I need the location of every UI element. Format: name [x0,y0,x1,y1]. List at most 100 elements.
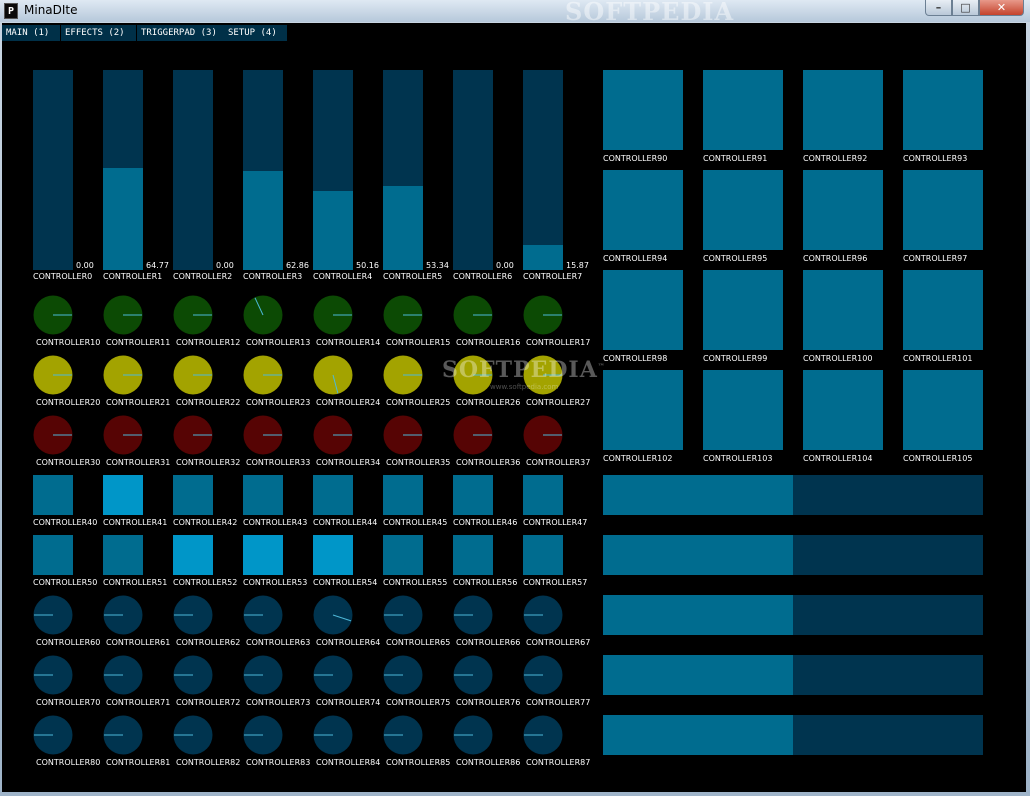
vertical-slider[interactable] [313,70,353,270]
vertical-slider[interactable] [453,70,493,270]
vertical-slider[interactable] [33,70,73,270]
horizontal-slider[interactable] [603,535,983,575]
vertical-slider[interactable] [173,70,213,270]
vertical-slider[interactable] [103,70,143,270]
toggle-button[interactable] [103,535,143,575]
trigger-pad[interactable] [603,70,683,150]
toggle-button[interactable] [33,475,73,515]
toggle-button[interactable] [313,535,353,575]
toggle-button[interactable] [243,475,283,515]
rotary-knob[interactable] [523,355,563,395]
rotary-knob[interactable] [103,655,143,695]
toggle-button[interactable] [173,475,213,515]
trigger-pad[interactable] [603,170,683,250]
rotary-knob[interactable] [313,355,353,395]
close-button[interactable]: ✕ [979,0,1024,16]
trigger-pad[interactable] [703,170,783,250]
toggle-button[interactable] [33,535,73,575]
vertical-slider[interactable] [523,70,563,270]
trigger-pad[interactable] [703,370,783,450]
trigger-pad[interactable] [703,70,783,150]
rotary-knob[interactable] [453,415,493,455]
rotary-knob[interactable] [523,655,563,695]
toggle-button[interactable] [313,475,353,515]
trigger-pad[interactable] [803,370,883,450]
rotary-knob[interactable] [523,715,563,755]
toggle-button[interactable] [383,535,423,575]
rotary-knob[interactable] [33,595,73,635]
rotary-knob[interactable] [33,355,73,395]
tab-main[interactable]: MAIN (1) [2,25,60,41]
rotary-knob[interactable] [383,295,423,335]
rotary-knob[interactable] [313,415,353,455]
trigger-pad[interactable] [803,70,883,150]
rotary-knob[interactable] [173,655,213,695]
rotary-knob[interactable] [523,295,563,335]
rotary-knob[interactable] [453,295,493,335]
trigger-pad[interactable] [903,170,983,250]
toggle-button[interactable] [523,535,563,575]
toggle-button[interactable] [523,475,563,515]
rotary-knob[interactable] [33,295,73,335]
toggle-button[interactable] [453,475,493,515]
trigger-pad[interactable] [903,270,983,350]
toggle-button[interactable] [243,535,283,575]
toggle-button[interactable] [383,475,423,515]
trigger-pad[interactable] [803,170,883,250]
trigger-pad[interactable] [603,370,683,450]
minimize-button[interactable]: – [925,0,952,16]
rotary-knob[interactable] [523,415,563,455]
rotary-knob[interactable] [103,415,143,455]
rotary-knob[interactable] [313,715,353,755]
rotary-knob[interactable] [523,595,563,635]
horizontal-slider[interactable] [603,715,983,755]
toggle-button[interactable] [173,535,213,575]
tab-setup[interactable]: SETUP (4) [224,25,287,41]
rotary-knob[interactable] [313,655,353,695]
rotary-knob[interactable] [103,595,143,635]
vertical-slider[interactable] [383,70,423,270]
rotary-knob[interactable] [173,595,213,635]
toggle-button[interactable] [103,475,143,515]
rotary-knob[interactable] [33,655,73,695]
rotary-knob[interactable] [103,715,143,755]
rotary-knob[interactable] [243,715,283,755]
title-bar[interactable]: P MinaDIte SOFTPEDIA – □ ✕ [0,0,1030,26]
horizontal-slider[interactable] [603,655,983,695]
horizontal-slider[interactable] [603,595,983,635]
tab-triggerpad[interactable]: TRIGGERPAD (3) [137,25,224,41]
trigger-pad[interactable] [903,70,983,150]
rotary-knob[interactable] [383,355,423,395]
rotary-knob[interactable] [243,415,283,455]
rotary-knob[interactable] [173,355,213,395]
trigger-pad[interactable] [703,270,783,350]
rotary-knob[interactable] [383,415,423,455]
vertical-slider[interactable] [243,70,283,270]
rotary-knob[interactable] [383,655,423,695]
horizontal-slider[interactable] [603,475,983,515]
rotary-knob[interactable] [33,715,73,755]
rotary-knob[interactable] [453,355,493,395]
tab-effects[interactable]: EFFECTS (2) [61,25,136,41]
rotary-knob[interactable] [173,295,213,335]
trigger-pad[interactable] [903,370,983,450]
rotary-knob[interactable] [383,595,423,635]
trigger-pad[interactable] [803,270,883,350]
rotary-knob[interactable] [453,715,493,755]
maximize-button[interactable]: □ [952,0,979,16]
rotary-knob[interactable] [453,655,493,695]
rotary-knob[interactable] [173,415,213,455]
rotary-knob[interactable] [173,715,213,755]
rotary-knob[interactable] [313,595,353,635]
rotary-knob[interactable] [243,295,283,335]
rotary-knob[interactable] [383,715,423,755]
rotary-knob[interactable] [313,295,353,335]
rotary-knob[interactable] [243,355,283,395]
rotary-knob[interactable] [453,595,493,635]
rotary-knob[interactable] [103,295,143,335]
trigger-pad[interactable] [603,270,683,350]
rotary-knob[interactable] [243,595,283,635]
toggle-button[interactable] [453,535,493,575]
rotary-knob[interactable] [243,655,283,695]
rotary-knob[interactable] [103,355,143,395]
